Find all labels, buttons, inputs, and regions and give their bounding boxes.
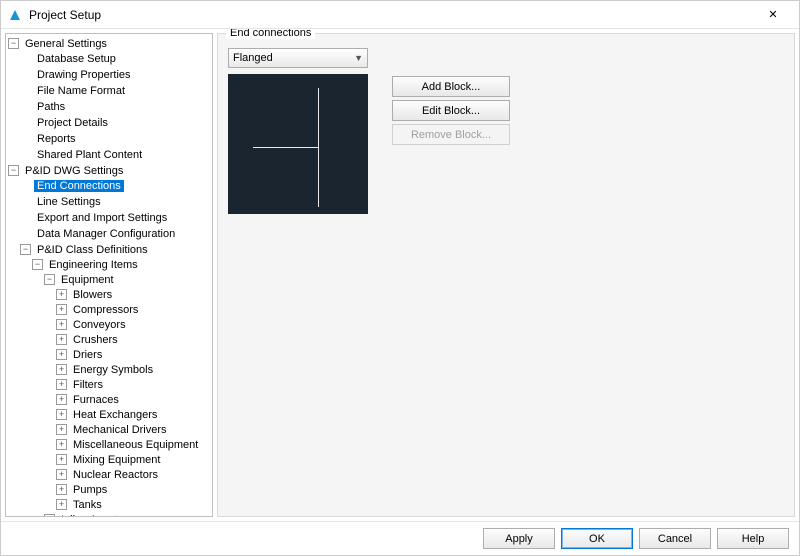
apply-button[interactable]: Apply bbox=[483, 528, 555, 549]
tree-node-project-details[interactable]: Project Details bbox=[20, 115, 111, 130]
tree-node-engineering-items[interactable]: − Engineering Items bbox=[32, 257, 141, 272]
tree-node-equipment-item[interactable]: +Conveyors bbox=[56, 317, 129, 332]
tree-node-equipment-item[interactable]: +Compressors bbox=[56, 302, 141, 317]
tree-node-equipment-item[interactable]: +Mixing Equipment bbox=[56, 452, 163, 467]
app-icon bbox=[7, 7, 23, 23]
expand-icon[interactable]: + bbox=[56, 379, 67, 390]
edit-block-button[interactable]: Edit Block... bbox=[392, 100, 510, 121]
add-block-button[interactable]: Add Block... bbox=[392, 76, 510, 97]
group-title: End connections bbox=[226, 29, 315, 39]
expand-icon[interactable]: + bbox=[56, 484, 67, 495]
tree-node-file-name-format[interactable]: File Name Format bbox=[20, 83, 128, 98]
tree-node-equipment-item[interactable]: +Energy Symbols bbox=[56, 362, 156, 377]
close-button[interactable]: ✕ bbox=[753, 1, 793, 29]
dialog-footer: Apply OK Cancel Help bbox=[1, 521, 799, 555]
tree-node-end-connections[interactable]: End Connections bbox=[20, 178, 124, 193]
tree-node-equipment-item[interactable]: +Blowers bbox=[56, 287, 115, 302]
tree-node-shared-plant-content[interactable]: Shared Plant Content bbox=[20, 147, 145, 162]
collapse-icon[interactable]: − bbox=[32, 259, 43, 270]
tree-node-paths[interactable]: Paths bbox=[20, 99, 68, 114]
collapse-icon[interactable]: − bbox=[8, 38, 19, 49]
nav-tree[interactable]: − General Settings Database Setup Drawin… bbox=[5, 33, 213, 517]
tree-node-pid-class-definitions[interactable]: − P&ID Class Definitions bbox=[20, 242, 151, 257]
cancel-button[interactable]: Cancel bbox=[639, 528, 711, 549]
block-buttons: Add Block... Edit Block... Remove Block.… bbox=[392, 76, 510, 214]
ok-button[interactable]: OK bbox=[561, 528, 633, 549]
expand-icon[interactable]: + bbox=[56, 409, 67, 420]
expand-icon[interactable]: + bbox=[56, 334, 67, 345]
tree-node-drawing-properties[interactable]: Drawing Properties bbox=[20, 67, 134, 82]
help-button[interactable]: Help bbox=[717, 528, 789, 549]
tree-node-equipment-item[interactable]: +Filters bbox=[56, 377, 106, 392]
details-panel: End connections Flanged ▼ Add Block... E… bbox=[217, 33, 795, 517]
dropdown-value: Flanged bbox=[233, 52, 273, 64]
tree-node-export-import-settings[interactable]: Export and Import Settings bbox=[20, 210, 170, 225]
tree-node-equipment-item[interactable]: +Tanks bbox=[56, 497, 105, 512]
tree-node-equipment-item[interactable]: +Driers bbox=[56, 347, 105, 362]
chevron-down-icon: ▼ bbox=[354, 53, 363, 63]
tree-node-equipment-item[interactable]: +Crushers bbox=[56, 332, 121, 347]
tree-node-inline-assets[interactable]: +Inline Assets bbox=[44, 512, 126, 517]
collapse-icon[interactable]: − bbox=[20, 244, 31, 255]
expand-icon[interactable]: + bbox=[44, 514, 55, 517]
preview-vline bbox=[318, 88, 319, 207]
collapse-icon[interactable]: − bbox=[44, 274, 55, 285]
remove-block-button: Remove Block... bbox=[392, 124, 510, 145]
expand-icon[interactable]: + bbox=[56, 304, 67, 315]
expand-icon[interactable]: + bbox=[56, 289, 67, 300]
expand-icon[interactable]: + bbox=[56, 349, 67, 360]
tree-node-equipment-item[interactable]: +Miscellaneous Equipment bbox=[56, 437, 201, 452]
titlebar: Project Setup ✕ bbox=[1, 1, 799, 29]
tree-node-pid-dwg-settings[interactable]: − P&ID DWG Settings bbox=[8, 163, 126, 178]
window-title: Project Setup bbox=[29, 8, 753, 22]
collapse-icon[interactable]: − bbox=[8, 165, 19, 176]
tree-node-equipment[interactable]: − Equipment bbox=[44, 272, 117, 287]
preview-hline bbox=[253, 147, 317, 148]
expand-icon[interactable]: + bbox=[56, 499, 67, 510]
expand-icon[interactable]: + bbox=[56, 454, 67, 465]
tree-node-general-settings[interactable]: − General Settings bbox=[8, 36, 110, 51]
tree-node-equipment-item[interactable]: +Mechanical Drivers bbox=[56, 422, 170, 437]
expand-icon[interactable]: + bbox=[56, 364, 67, 375]
close-icon: ✕ bbox=[768, 8, 777, 21]
tree-node-equipment-item[interactable]: +Pumps bbox=[56, 482, 110, 497]
expand-icon[interactable]: + bbox=[56, 469, 67, 480]
block-preview bbox=[228, 74, 368, 214]
connection-type-dropdown[interactable]: Flanged ▼ bbox=[228, 48, 368, 68]
end-connections-group: End connections Flanged ▼ Add Block... E… bbox=[217, 33, 795, 517]
expand-icon[interactable]: + bbox=[56, 439, 67, 450]
expand-icon[interactable]: + bbox=[56, 394, 67, 405]
preview-column: Flanged ▼ bbox=[228, 48, 368, 214]
tree-node-data-manager-config[interactable]: Data Manager Configuration bbox=[20, 226, 178, 241]
tree-node-equipment-item[interactable]: +Nuclear Reactors bbox=[56, 467, 161, 482]
tree-node-line-settings[interactable]: Line Settings bbox=[20, 194, 104, 209]
expand-icon[interactable]: + bbox=[56, 424, 67, 435]
tree-node-reports[interactable]: Reports bbox=[20, 131, 79, 146]
tree-node-equipment-item[interactable]: +Furnaces bbox=[56, 392, 122, 407]
tree-node-database-setup[interactable]: Database Setup bbox=[20, 51, 119, 66]
expand-icon[interactable]: + bbox=[56, 319, 67, 330]
content-area: − General Settings Database Setup Drawin… bbox=[1, 29, 799, 521]
tree-node-equipment-item[interactable]: +Heat Exchangers bbox=[56, 407, 160, 422]
